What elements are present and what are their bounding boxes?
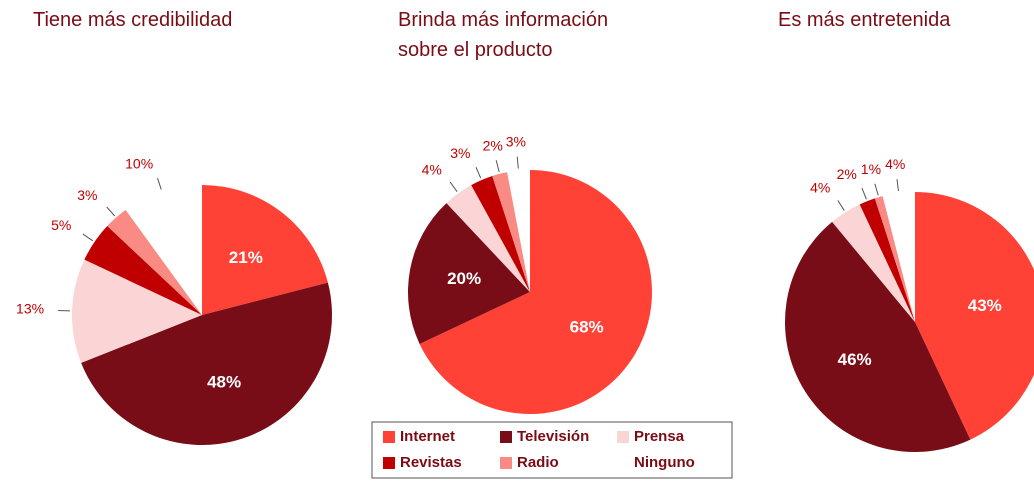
pie-slice xyxy=(492,172,530,292)
pie-slice xyxy=(882,192,915,322)
pie-slice xyxy=(859,198,915,322)
data-label: 20% xyxy=(447,269,481,288)
legend-swatch xyxy=(617,457,629,469)
pie-slice xyxy=(471,175,530,292)
data-label: 3% xyxy=(450,145,470,161)
legend-swatch xyxy=(617,431,629,443)
leader-line xyxy=(896,179,899,192)
pie-slice xyxy=(446,185,530,292)
legend-label: Prensa xyxy=(634,428,685,445)
pie-slice xyxy=(71,259,202,363)
leader-line xyxy=(475,166,482,179)
leader-line xyxy=(837,200,845,211)
data-label: 13% xyxy=(16,301,44,317)
legend-swatch xyxy=(500,457,512,469)
pie-slice xyxy=(874,196,915,322)
data-label: 5% xyxy=(51,217,71,233)
data-label: 46% xyxy=(838,350,872,369)
data-label: 1% xyxy=(861,161,881,177)
data-label: 4% xyxy=(885,156,905,172)
leader-line xyxy=(449,181,458,192)
pie-slice xyxy=(81,282,332,445)
legend-label: Ninguno xyxy=(634,454,695,471)
data-label: 4% xyxy=(422,161,442,177)
pie-slice xyxy=(125,185,202,315)
legend-label: Radio xyxy=(517,454,559,471)
data-label: 21% xyxy=(229,248,263,267)
legend-label: Internet xyxy=(400,428,455,445)
data-label: 10% xyxy=(125,155,153,171)
pie-slice xyxy=(507,170,530,292)
data-label: 68% xyxy=(570,317,604,336)
legend-box xyxy=(371,421,733,479)
chart-title: Brinda más información sobre el producto xyxy=(398,9,609,61)
leader-line xyxy=(874,183,879,196)
data-label: 2% xyxy=(837,166,857,182)
legend-swatch xyxy=(383,457,395,469)
pie-slice xyxy=(202,185,328,315)
data-label: 43% xyxy=(968,296,1002,315)
legend-swatch xyxy=(383,431,395,443)
legend-label: Televisión xyxy=(517,428,589,445)
pie-slice xyxy=(84,226,202,315)
leader-line xyxy=(157,177,162,190)
chart-title: Es más entretenida xyxy=(778,9,951,31)
legend-label: Revistas xyxy=(400,454,462,471)
pie-slice xyxy=(419,170,652,414)
data-label: 48% xyxy=(207,372,241,391)
leader-line xyxy=(495,160,500,173)
pie-slice xyxy=(407,203,530,344)
pie-slice xyxy=(832,204,915,322)
chart-title: Tiene más credibilidad xyxy=(33,9,233,31)
data-label: 3% xyxy=(77,187,97,203)
legend-swatch xyxy=(500,431,512,443)
pie-slice xyxy=(784,221,971,453)
leader-line xyxy=(516,156,519,169)
data-label: 4% xyxy=(810,179,830,195)
leader-line xyxy=(82,233,94,242)
pie-slice xyxy=(107,209,202,315)
leader-line xyxy=(861,187,867,200)
data-label: 2% xyxy=(483,137,503,153)
leader-line xyxy=(106,206,116,217)
pie-slice xyxy=(915,192,1034,440)
data-label: 3% xyxy=(506,133,526,149)
